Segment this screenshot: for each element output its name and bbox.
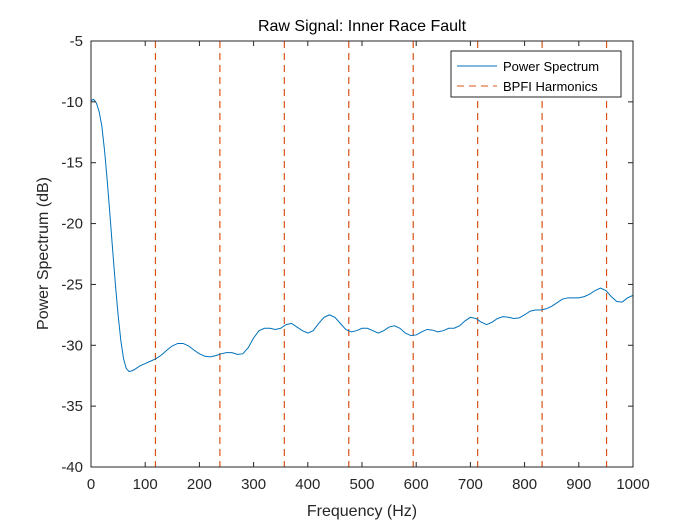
y-tick-label: -15 (61, 155, 83, 172)
legend-label-bpfi-harmonics: BPFI Harmonics (503, 79, 598, 94)
power-spectrum-line (90, 98, 634, 373)
legend-label-power-spectrum: Power Spectrum (503, 59, 599, 74)
x-tick-label: 500 (349, 476, 374, 493)
x-axis: 0 100 200 300 400 500 600 700 800 900 1000 (87, 41, 650, 493)
x-tick-label: 100 (133, 476, 158, 493)
y-axis-label: Power Spectrum (dB) (35, 177, 52, 330)
y-tick-label: -20 (61, 216, 83, 233)
legend-box (450, 50, 622, 98)
plot-area (91, 41, 633, 467)
bpfi-harmonic-lines (154, 41, 608, 467)
y-tick-label: -40 (61, 459, 83, 476)
x-tick-label: 700 (458, 476, 483, 493)
y-axis: -40 -35 -30 -25 -20 -15 -10 -5 (61, 33, 633, 476)
x-tick-label: 400 (295, 476, 320, 493)
y-tick-label: -10 (61, 94, 83, 111)
x-tick-label: 300 (241, 476, 266, 493)
x-tick-label: 600 (404, 476, 429, 493)
x-tick-label: 1000 (616, 476, 649, 493)
x-tick-label: 0 (87, 476, 95, 493)
x-tick-label: 200 (187, 476, 212, 493)
chart-title: Raw Signal: Inner Race Fault (258, 18, 467, 35)
legend: Power Spectrum BPFI Harmonics (450, 50, 622, 98)
x-tick-label: 900 (566, 476, 591, 493)
x-axis-label: Frequency (Hz) (307, 503, 417, 520)
y-tick-label: -30 (61, 337, 83, 354)
y-tick-label: -5 (70, 33, 83, 50)
y-tick-label: -35 (61, 398, 83, 415)
x-tick-label: 800 (512, 476, 537, 493)
y-tick-label: -25 (61, 276, 83, 293)
